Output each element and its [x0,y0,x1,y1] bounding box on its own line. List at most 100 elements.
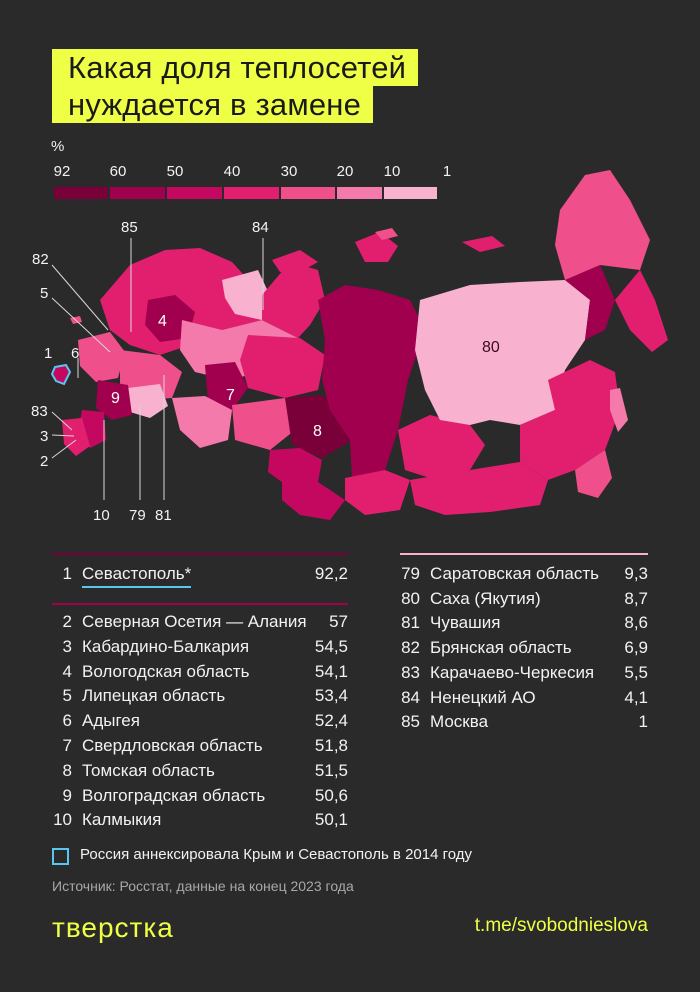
ranking-number: 79 [401,564,420,583]
legend-swatch [110,187,165,199]
region-volgograd [96,380,132,420]
region-value: 92,2 [314,564,348,583]
map-label-83: 83 [31,403,48,420]
legend-tick: 40 [223,163,241,180]
ranking-number: 4 [62,661,72,681]
map-label-82: 82 [32,251,49,268]
region-value: 1 [638,712,648,732]
region-sverdlovsk [205,362,248,410]
region-name: Калмыкия [82,810,162,830]
region-name: Северная Осетия — Алания [82,612,307,631]
ranking-number: 81 [401,613,420,633]
ranking-number: 82 [401,638,420,658]
ranking-number: 85 [401,712,420,732]
region-value: 4,1 [624,687,648,707]
region-saratov [128,384,168,418]
region-amur-khabarovsk [520,360,620,480]
region-sakhalin [610,388,628,432]
map-label-7: 7 [226,387,235,404]
footnote: Россия аннексировала Крым и Севастополь … [80,846,473,863]
legend-tick: 92 [53,163,71,180]
region-value: 54,1 [314,661,348,681]
region-central-west [78,332,125,382]
region-name: Севастополь* [82,563,192,588]
region-name: Саха (Якутия) [430,588,541,608]
region-south-urals [172,396,232,448]
region-altai [282,480,345,520]
region-value: 50,1 [314,810,348,830]
legend-swatch [337,187,382,199]
region-name: Волгоградская область [82,785,266,805]
map-label-3: 3 [40,428,48,445]
map-label-10: 10 [93,507,110,524]
legend-swatch [167,187,222,199]
map-label-8: 8 [313,423,322,440]
region-value: 54,5 [314,636,348,656]
region-magadan [565,265,615,340]
region-name: Свердловская область [82,736,263,755]
region-value: 6,9 [624,638,648,658]
top-list-rule-1 [52,553,348,555]
region-name: Адыгея [82,711,140,731]
bottom-list-rule [400,553,648,555]
leader-lines [51,238,264,500]
region-crimea [50,363,72,386]
ranking-number: 80 [401,588,420,608]
crimea-legend-swatch [52,848,69,865]
region-nenets [222,270,272,320]
region-kamchatka [615,270,668,352]
region-name: Кабардино-Балкария [82,636,250,656]
top-list-rule-2 [52,603,348,605]
title-line-1: Какая доля теплосетей [52,49,419,86]
region-irkutsk [398,415,485,478]
ranking-number: 6 [62,711,72,731]
region-value: 8,7 [624,588,648,608]
map-label-80: 80 [482,339,500,356]
legend-swatch [224,187,279,199]
map-label-5: 5 [40,285,48,302]
legend-unit: % [51,138,65,155]
russia-map: 4 7 8 9 80 85 84 82 5 1 6 83 3 2 10 79 [31,170,668,524]
region-name: Карачаево-Черкесия [430,662,595,682]
region-name: Саратовская область [430,564,599,583]
region-chukotka [555,170,650,280]
region-value: 57 [329,612,348,631]
map-label-4: 4 [158,313,167,330]
region-buryatia-zab [410,462,548,515]
ranking-number: 83 [401,662,420,682]
ranking-number: 1 [62,564,72,583]
region-value: 5,5 [624,662,648,682]
region-value: 8,6 [624,613,648,633]
map-label-84: 84 [252,219,269,236]
map-label-2: 2 [40,453,48,470]
legend-tick: 50 [166,163,184,180]
region-arctic-island-3 [375,228,398,240]
region-value: 50,6 [314,785,348,805]
legend-swatch [384,187,437,199]
legend-tick: 30 [280,163,298,180]
map-label-81: 81 [155,507,172,524]
region-tuva-khakassia [345,470,410,515]
telegram-link[interactable]: t.me/svobodnieslova [474,915,648,936]
ranking-number: 7 [62,736,72,755]
region-arctic-island-2 [462,236,505,252]
ranking-number: 8 [62,760,72,780]
region-sakha [415,280,590,425]
region-tyumen-omsk [232,398,295,450]
region-name: Брянская область [430,638,572,658]
legend-tick: 10 [383,163,401,180]
ranking-number: 5 [62,686,72,706]
map-label-6: 6 [71,345,79,362]
region-name: Вологодская область [82,661,250,681]
region-value: 51,8 [314,736,348,755]
map-label-9: 9 [111,390,120,407]
title-line-2: нуждается в замене [52,86,374,123]
region-taimyr-tip [355,232,398,262]
region-yamal [262,262,325,338]
legend-swatch [281,187,335,199]
region-value: 52,4 [314,711,348,731]
brand-logo: тверстка [52,912,174,943]
legend-tick: 1 [442,163,452,180]
region-krasnoyarsk [318,285,425,478]
